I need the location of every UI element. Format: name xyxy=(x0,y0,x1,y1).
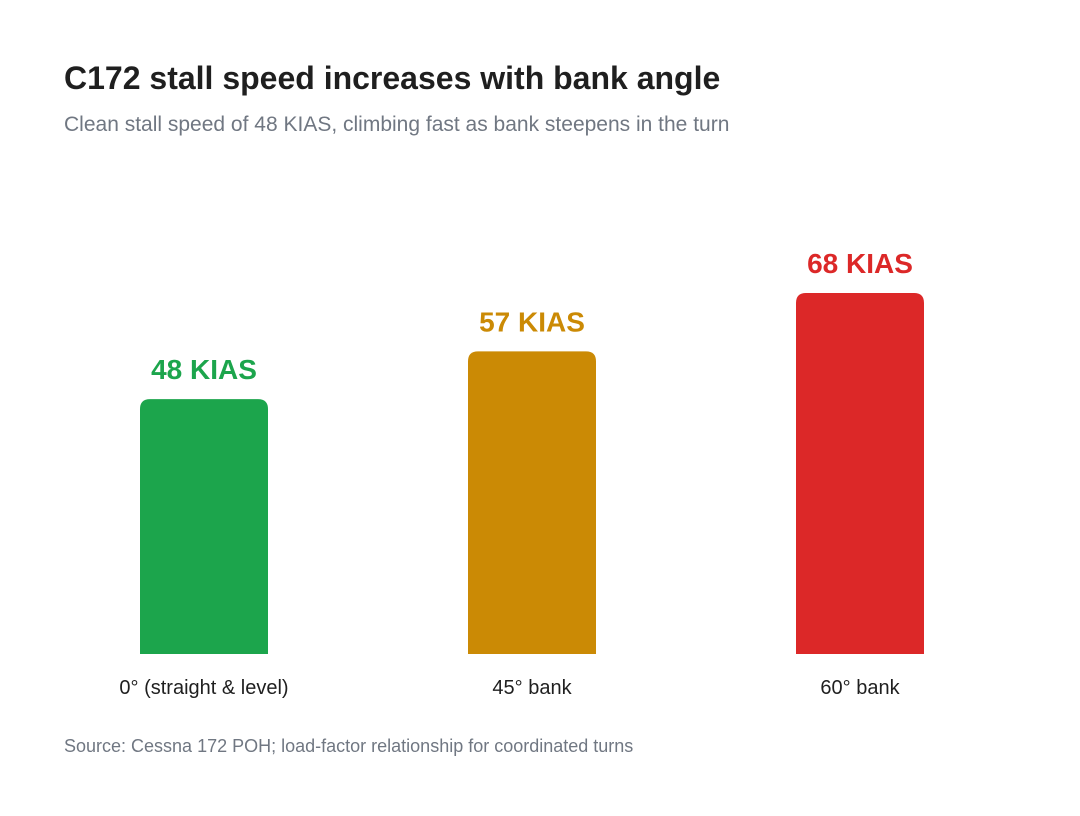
value-label-2: 68 KIAS xyxy=(807,248,913,279)
bar-2 xyxy=(796,293,924,654)
value-label-1: 57 KIAS xyxy=(479,306,585,337)
bar-0 xyxy=(140,399,268,654)
value-label-0: 48 KIAS xyxy=(151,354,257,385)
chart-title: C172 stall speed increases with bank ang… xyxy=(64,60,721,96)
source-note: Source: Cessna 172 POH; load-factor rela… xyxy=(64,736,634,756)
chart-subtitle: Clean stall speed of 48 KIAS, climbing f… xyxy=(64,113,730,136)
bar-1 xyxy=(468,351,596,654)
category-label-1: 45° bank xyxy=(492,677,572,699)
category-label-2: 60° bank xyxy=(820,677,900,699)
category-label-0: 0° (straight & level) xyxy=(119,677,288,699)
